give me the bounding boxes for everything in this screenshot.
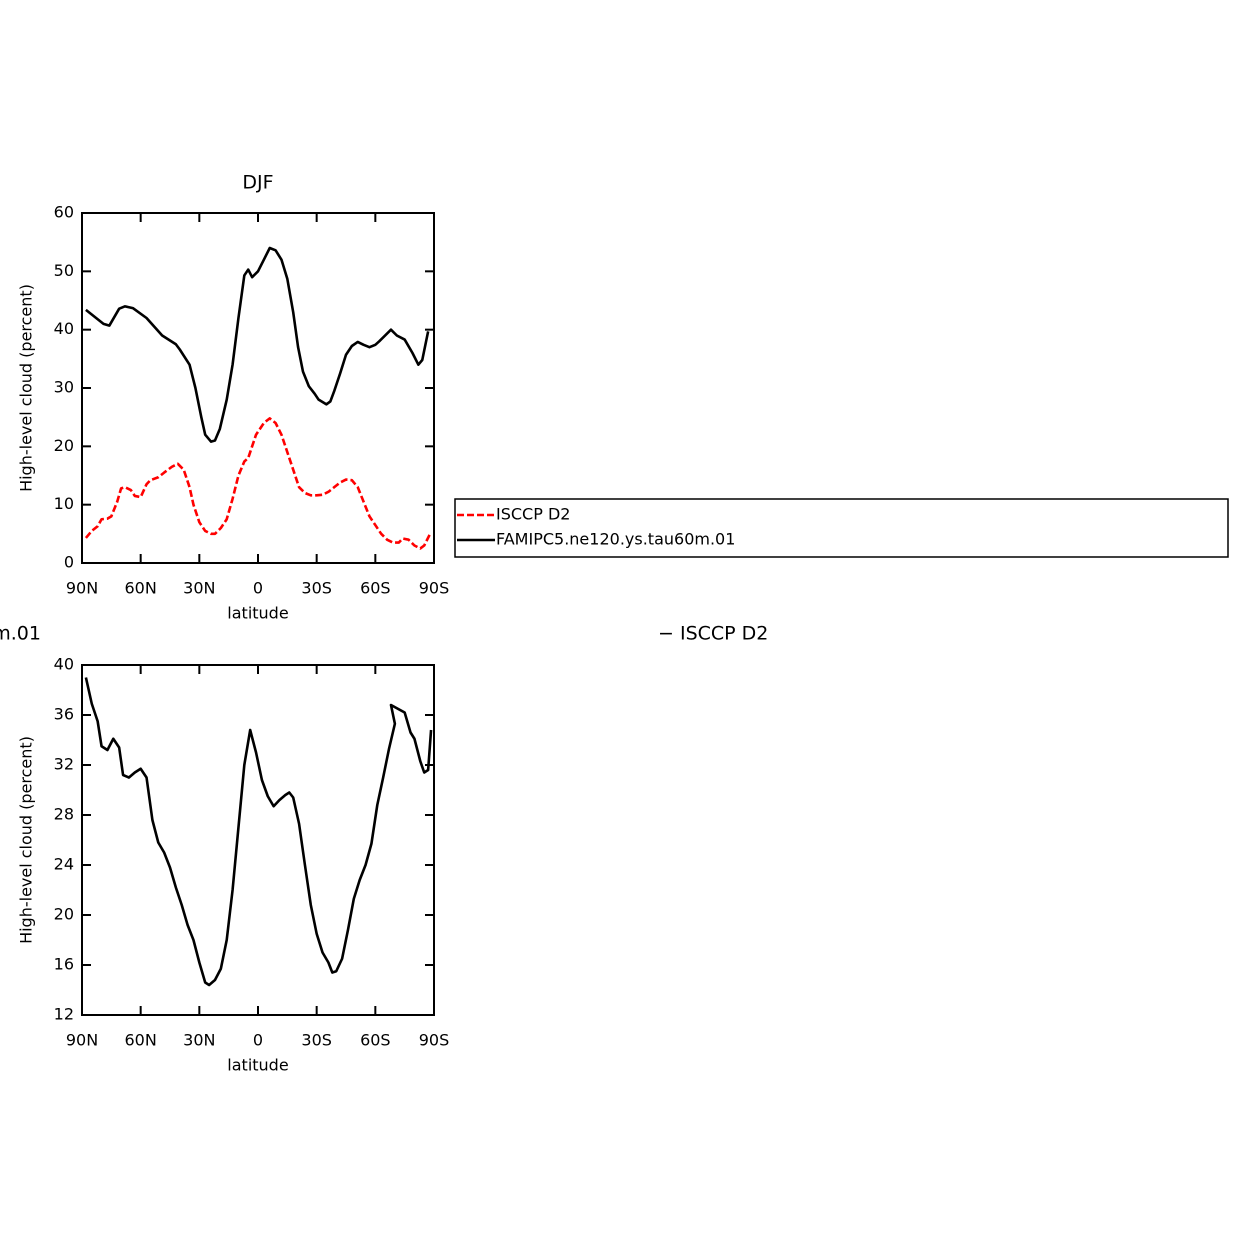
x-axis-label: latitude — [227, 1056, 288, 1075]
x-tick-label: 0 — [253, 1031, 263, 1050]
plot-frame — [81, 212, 435, 564]
x-tick-label: 90N — [66, 1031, 98, 1050]
legend-box — [454, 498, 1229, 558]
x-tick-label: 90S — [419, 579, 450, 598]
y-axis-label: High-level cloud (percent) — [17, 284, 36, 492]
y-tick-label: 24 — [54, 855, 74, 874]
y-tick-label: 28 — [54, 805, 74, 824]
x-tick-label: 60N — [125, 1031, 157, 1050]
y-tick-label: 30 — [54, 378, 74, 397]
line-series — [84, 417, 432, 550]
x-tick-label: 30S — [301, 579, 332, 598]
y-tick-label: 36 — [54, 705, 74, 724]
legend-label: FAMIPC5.ne120.ys.tau60m.01 — [496, 530, 735, 549]
y-tick-label: 0 — [64, 553, 74, 572]
x-tick-label: 60N — [125, 579, 157, 598]
y-tick-label: 20 — [54, 436, 74, 455]
y-tick-label: 60 — [54, 203, 74, 222]
x-tick-label: 60S — [360, 1031, 391, 1050]
x-tick-label: 90N — [66, 579, 98, 598]
y-tick-label: 40 — [54, 655, 74, 674]
line-series — [85, 246, 430, 443]
y-axis-label: High-level cloud (percent) — [17, 736, 36, 944]
y-tick-label: 32 — [54, 755, 74, 774]
y-tick-label: 10 — [54, 494, 74, 513]
y-tick-label: 40 — [54, 319, 74, 338]
x-tick-label: 30N — [183, 1031, 215, 1050]
x-tick-label: 60S — [360, 579, 391, 598]
x-axis-label: latitude — [227, 604, 288, 623]
chart-title-left: FAMIPC5.ne120.ys.tau60m.01 — [0, 623, 41, 645]
y-tick-label: 12 — [54, 1005, 74, 1024]
x-tick-label: 30S — [301, 1031, 332, 1050]
line-series — [84, 677, 433, 987]
x-tick-label: 30N — [183, 579, 215, 598]
legend-label: ISCCP D2 — [496, 505, 570, 524]
y-tick-label: 50 — [54, 261, 74, 280]
chart-title: DJF — [242, 172, 273, 194]
x-tick-label: 0 — [253, 579, 263, 598]
chart-title-right: − ISCCP D2 — [658, 623, 768, 645]
x-tick-label: 90S — [419, 1031, 450, 1050]
y-tick-label: 16 — [54, 955, 74, 974]
y-tick-label: 20 — [54, 905, 74, 924]
plot-frame — [81, 664, 435, 1016]
